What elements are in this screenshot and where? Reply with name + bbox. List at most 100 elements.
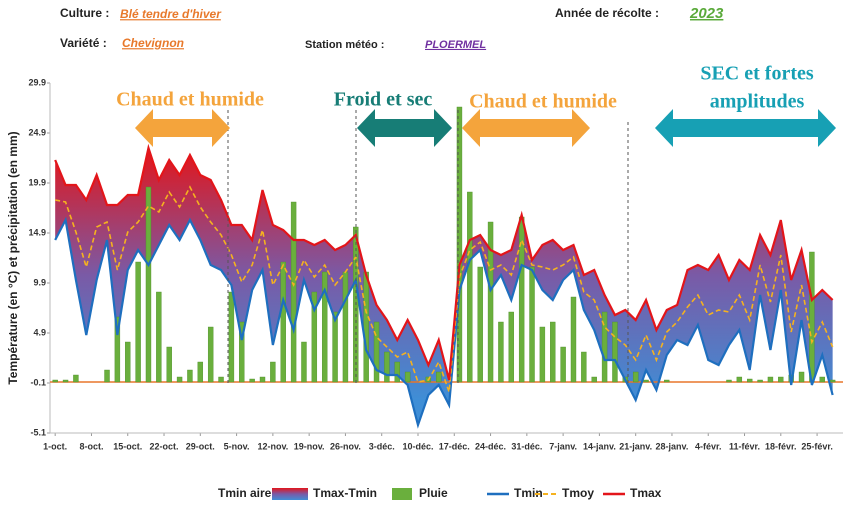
rain-bar [145, 186, 152, 383]
rain-bar [228, 291, 235, 383]
rain-bar [125, 341, 131, 383]
legend-label: Tmoy [562, 486, 594, 500]
x-tick-label: 19-nov. [294, 441, 325, 451]
rain-bar [809, 251, 815, 383]
rain-bar [342, 271, 349, 383]
x-tick-label: 25-févr. [801, 441, 833, 451]
rain-bar [757, 379, 763, 383]
rain-bar [560, 346, 566, 383]
rain-bar [332, 311, 338, 383]
y-tick-label: 19.9 [28, 177, 46, 187]
plot: -5.1 -0.1 4.9 9.9 14.9 19.9 24.9 29.9 1-oct. 8-oc… [28, 77, 843, 451]
rain-bar [664, 379, 670, 383]
rain-bar [404, 371, 411, 383]
legend-swatch [392, 488, 412, 500]
harvest-label: Année de récolte : [555, 6, 659, 20]
x-tick-label: 15-oct. [113, 441, 142, 451]
annotation: Chaud et humide [469, 91, 617, 113]
legend-label: Pluie [419, 486, 448, 500]
rain-bar [363, 271, 369, 383]
rain-bar [632, 371, 639, 383]
x-tick-label: 12-nov. [257, 441, 288, 451]
legend-label: Tmin [514, 486, 543, 500]
rain-bar [550, 321, 556, 383]
rain-bar [601, 311, 608, 383]
rain-bar [508, 311, 514, 383]
harvest-value: 2023 [689, 5, 724, 22]
variety-label: Variété : [60, 36, 107, 50]
x-tick-label: 24-déc. [475, 441, 506, 451]
station-label: Station météo : [305, 39, 384, 51]
rain-bar [218, 376, 224, 383]
rain-bar [529, 266, 535, 383]
rain-bar [612, 321, 618, 383]
rain-bar [321, 271, 328, 383]
rain-bar [591, 376, 597, 383]
legend-label: Tmin aire [218, 486, 272, 500]
rain-bar [736, 376, 743, 383]
temperature-band [55, 148, 833, 425]
x-tick-label: 21-janv. [619, 441, 652, 451]
rain-bar [829, 379, 836, 383]
rain-bar [487, 221, 494, 383]
annotation: Chaud et humide [116, 89, 264, 111]
x-tick-label: 14-janv. [583, 441, 616, 451]
rain-bar [249, 378, 255, 383]
rain-bar [581, 351, 587, 383]
tmoy-line [55, 185, 834, 393]
rain-bar [52, 379, 58, 383]
rain-bar [570, 296, 577, 383]
rain-bar [207, 326, 214, 383]
rain-bar [62, 379, 69, 383]
rain-bar [498, 321, 504, 383]
rain-bar [166, 346, 172, 383]
rain-bar [104, 369, 110, 383]
rain-bar [467, 191, 473, 383]
legend-label: Tmax [630, 486, 662, 500]
y-tick-label: 29.9 [28, 77, 46, 87]
rain-bar [643, 379, 649, 383]
rain-bar [778, 376, 784, 383]
culture-label: Culture : [60, 6, 109, 20]
period-arrow [655, 109, 836, 147]
y-tick-label: -0.1 [30, 377, 46, 387]
rain-bar [726, 379, 732, 383]
y-tick-label: 14.9 [28, 227, 46, 237]
x-tick-label: 26-nov. [330, 441, 361, 451]
rain-bar [280, 261, 286, 383]
rain-bar [259, 376, 266, 383]
x-tick-label: 17-déc. [439, 441, 470, 451]
rain-bar [747, 378, 753, 383]
rain-bar [156, 291, 162, 383]
rain-bar [456, 106, 463, 383]
rain-bar [767, 376, 774, 383]
annotation: amplitudes [710, 91, 805, 113]
legend-swatch [272, 488, 308, 500]
y-tick-label: -5.1 [30, 427, 46, 437]
period-arrow [462, 109, 590, 147]
tmin-line [54, 216, 834, 429]
x-tick-label: 28-janv. [656, 441, 689, 451]
x-tick-label: 10-déc. [402, 441, 433, 451]
station-value: PLOERMEL [425, 39, 486, 51]
x-tick-label: 11-févr. [729, 441, 760, 451]
x-tick-label: 18-févr. [765, 441, 797, 451]
x-tick-label: 8-oct. [79, 441, 103, 451]
x-tick-label: 22-oct. [150, 441, 179, 451]
x-tick-label: 3-déc. [369, 441, 395, 451]
rain-bar [311, 291, 318, 383]
rain-bar [290, 201, 297, 383]
tmax-line [54, 143, 834, 381]
rain-bar [477, 266, 483, 383]
rain-bar [239, 321, 245, 383]
rain-bar [394, 361, 400, 383]
rain-bar [73, 374, 79, 383]
rain-bar [436, 371, 442, 383]
rain-bar [301, 341, 307, 383]
rain-bar [819, 376, 825, 383]
variety-value: Chevignon [122, 36, 184, 50]
legend-label: Tmax-Tmin [313, 486, 377, 500]
rain-bar [384, 351, 390, 383]
rain-bar [114, 316, 121, 383]
